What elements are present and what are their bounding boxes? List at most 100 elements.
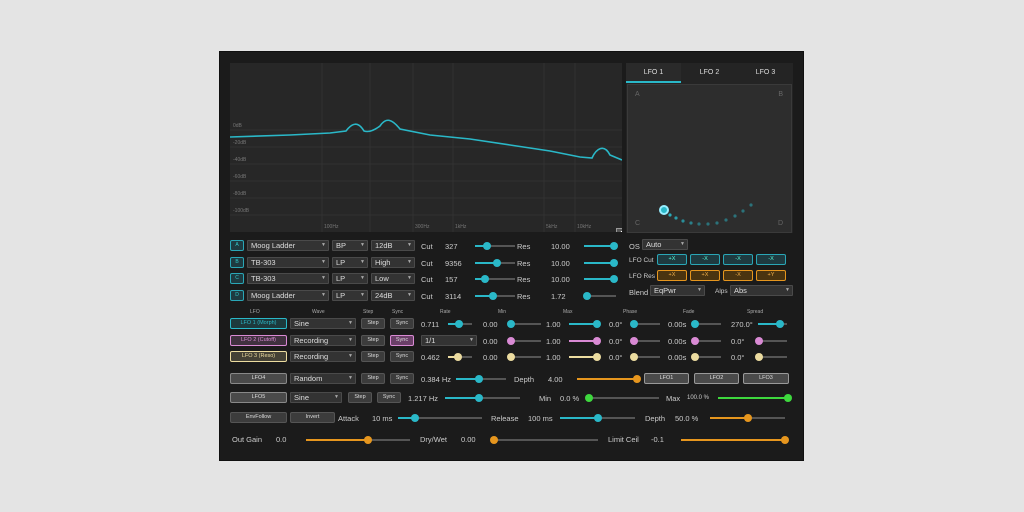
filter-model-select[interactable]: TB-303 ▼ — [247, 273, 329, 284]
lfo-spread-slider-knob[interactable] — [775, 320, 784, 328]
lfo5-wave-select[interactable]: Sine ▼ — [290, 392, 342, 403]
lfo-min-slider-knob[interactable] — [506, 336, 515, 345]
lfo-max-slider-knob[interactable] — [592, 353, 601, 361]
cut-value: 3114 — [445, 291, 462, 301]
os-select[interactable]: Auto ▼ — [642, 239, 688, 250]
lfo-fade-slider-knob[interactable] — [691, 353, 700, 361]
tab-lfo-3[interactable]: LFO 3 — [755, 69, 776, 76]
lfo-spread-slider-knob[interactable] — [755, 336, 764, 345]
release-slider-knob[interactable] — [593, 414, 602, 422]
drywet-slider-knob[interactable] — [490, 436, 498, 444]
filter-model-select[interactable]: Moog Ladder ▼ — [247, 240, 329, 251]
lfo4-wave-select[interactable]: Random ▼ — [290, 373, 356, 384]
lfo-cut-mod-button[interactable]: -X — [690, 254, 720, 265]
filter-id-badge[interactable]: A — [230, 240, 244, 251]
lfo-fade-slider-knob[interactable] — [691, 320, 700, 328]
filter-model-select[interactable]: Moog Ladder ▼ — [247, 289, 329, 301]
invert-button[interactable]: Invert — [290, 412, 335, 423]
cut-slider-knob[interactable] — [489, 291, 497, 300]
lfo-cut-mod-button[interactable]: +X — [657, 254, 687, 265]
lfo4-step-button[interactable]: Step — [361, 373, 385, 384]
lfo-res-mod-button[interactable]: +Y — [756, 270, 786, 281]
res-slider-knob[interactable] — [583, 291, 592, 300]
filter-id-badge[interactable]: D — [230, 289, 244, 301]
lfo-spread-slider-knob[interactable] — [755, 353, 764, 361]
lfo4-target-lfo2[interactable]: LFO2 — [694, 373, 739, 384]
lfo5-min-slider-knob[interactable] — [585, 394, 593, 402]
limit-ceil-slider-knob[interactable] — [781, 436, 789, 444]
tab-lfo-1[interactable]: LFO 1 — [626, 63, 681, 83]
lfo-min-slider-knob[interactable] — [506, 320, 515, 328]
res-slider-knob[interactable] — [610, 258, 619, 267]
filter-type-select[interactable]: LP ▼ — [332, 289, 368, 301]
filter-type-select[interactable]: LP ▼ — [332, 273, 368, 284]
lfo-max-slider-knob[interactable] — [592, 336, 601, 345]
cut-slider-knob[interactable] — [483, 242, 491, 250]
lfo-res-mod-button[interactable]: +X — [657, 270, 687, 281]
lfo5-step-button[interactable]: Step — [348, 392, 372, 403]
alps-select[interactable]: Abs ▼ — [730, 285, 793, 296]
lfo-rate-select[interactable]: 1/1 ▼ — [421, 334, 477, 346]
lfo5-sync-button[interactable]: Sync — [377, 392, 401, 403]
lfo5-rate-slider-knob[interactable] — [474, 394, 483, 402]
lfo-rate-slider-knob[interactable] — [453, 353, 462, 361]
lfo4-target-lfo3[interactable]: LFO3 — [743, 373, 789, 384]
lfo4-depth-slider-knob[interactable] — [633, 375, 641, 383]
env-depth-slider-knob[interactable] — [743, 414, 752, 422]
lfo-row-button[interactable]: LFO 3 (Reso) — [230, 351, 287, 362]
lfo-min-slider-knob[interactable] — [506, 353, 515, 361]
lfo-step-button[interactable]: Step — [361, 318, 385, 329]
filter-slope-select[interactable]: 12dB ▼ — [371, 240, 415, 251]
lfo-min-value: 0.00 — [483, 320, 498, 329]
lfo4-rate-slider-knob[interactable] — [474, 375, 483, 383]
lfo-wave-select[interactable]: Sine ▼ — [290, 318, 356, 329]
xy-pad[interactable]: A B C D — [627, 84, 792, 233]
out-gain-slider-knob[interactable] — [364, 436, 373, 444]
lfo-phase-slider-knob[interactable] — [630, 353, 639, 361]
filter-id-badge[interactable]: C — [230, 273, 244, 284]
lfo5-button[interactable]: LFO5 — [230, 392, 287, 403]
lfo-wave-select[interactable]: Recording ▼ — [290, 351, 356, 362]
lfo-fade-slider-track — [694, 339, 721, 342]
lfo-cut-mod-button[interactable]: -X — [723, 254, 753, 265]
envfollow-button[interactable]: EnvFollow — [230, 412, 287, 423]
lfo-row-button[interactable]: LFO 2 (Cutoff) — [230, 334, 287, 346]
e-button[interactable]: E — [616, 228, 622, 232]
filter-slope-select[interactable]: High ▼ — [371, 256, 415, 268]
lfo-wave-select[interactable]: Recording ▼ — [290, 334, 356, 346]
lfo-sync-button[interactable]: Sync — [390, 351, 414, 362]
lfo-phase-value: 0.0° — [609, 353, 623, 362]
res-slider-knob[interactable] — [610, 242, 619, 250]
filter-slope-select[interactable]: Low ▼ — [371, 273, 415, 284]
filter-model-select[interactable]: TB-303 ▼ — [247, 256, 329, 268]
filter-slope-select[interactable]: 24dB ▼ — [371, 289, 415, 301]
lfo-sync-button[interactable]: Sync — [390, 334, 414, 346]
lfo4-sync-button[interactable]: Sync — [390, 373, 414, 384]
filter-type-select[interactable]: LP ▼ — [332, 256, 368, 268]
res-slider-knob[interactable] — [610, 275, 619, 283]
cut-slider-knob[interactable] — [493, 258, 501, 267]
lfo-row-button[interactable]: LFO 1 (Morph) — [230, 318, 287, 329]
tab-lfo-2[interactable]: LFO 2 — [699, 69, 720, 76]
lfo-max-slider-knob[interactable] — [592, 320, 601, 328]
lfo-res-mod-button[interactable]: -X — [723, 270, 753, 281]
lfo4-target-lfo1[interactable]: LFO1 — [644, 373, 689, 384]
lfo4-button[interactable]: LFO4 — [230, 373, 287, 384]
out-gain-label: Out Gain — [232, 435, 263, 444]
blend-select[interactable]: EqPwr ▼ — [650, 285, 705, 296]
filter-type-select[interactable]: BP ▼ — [332, 240, 368, 251]
xy-handle[interactable] — [659, 205, 669, 215]
lfo5-max-slider-knob[interactable] — [784, 394, 792, 402]
attack-slider-knob[interactable] — [410, 414, 419, 422]
lfo-rate-slider-knob[interactable] — [454, 320, 463, 328]
lfo-step-button[interactable]: Step — [361, 351, 385, 362]
lfo-phase-slider-knob[interactable] — [630, 320, 639, 328]
lfo-sync-button[interactable]: Sync — [390, 318, 414, 329]
lfo-step-button[interactable]: Step — [361, 334, 385, 346]
lfo-fade-slider-knob[interactable] — [691, 336, 700, 345]
cut-slider-knob[interactable] — [481, 275, 489, 283]
lfo-res-mod-button[interactable]: +X — [690, 270, 720, 281]
filter-id-badge[interactable]: B — [230, 256, 244, 268]
lfo-cut-mod-button[interactable]: -X — [756, 254, 786, 265]
lfo-phase-slider-knob[interactable] — [630, 336, 639, 345]
